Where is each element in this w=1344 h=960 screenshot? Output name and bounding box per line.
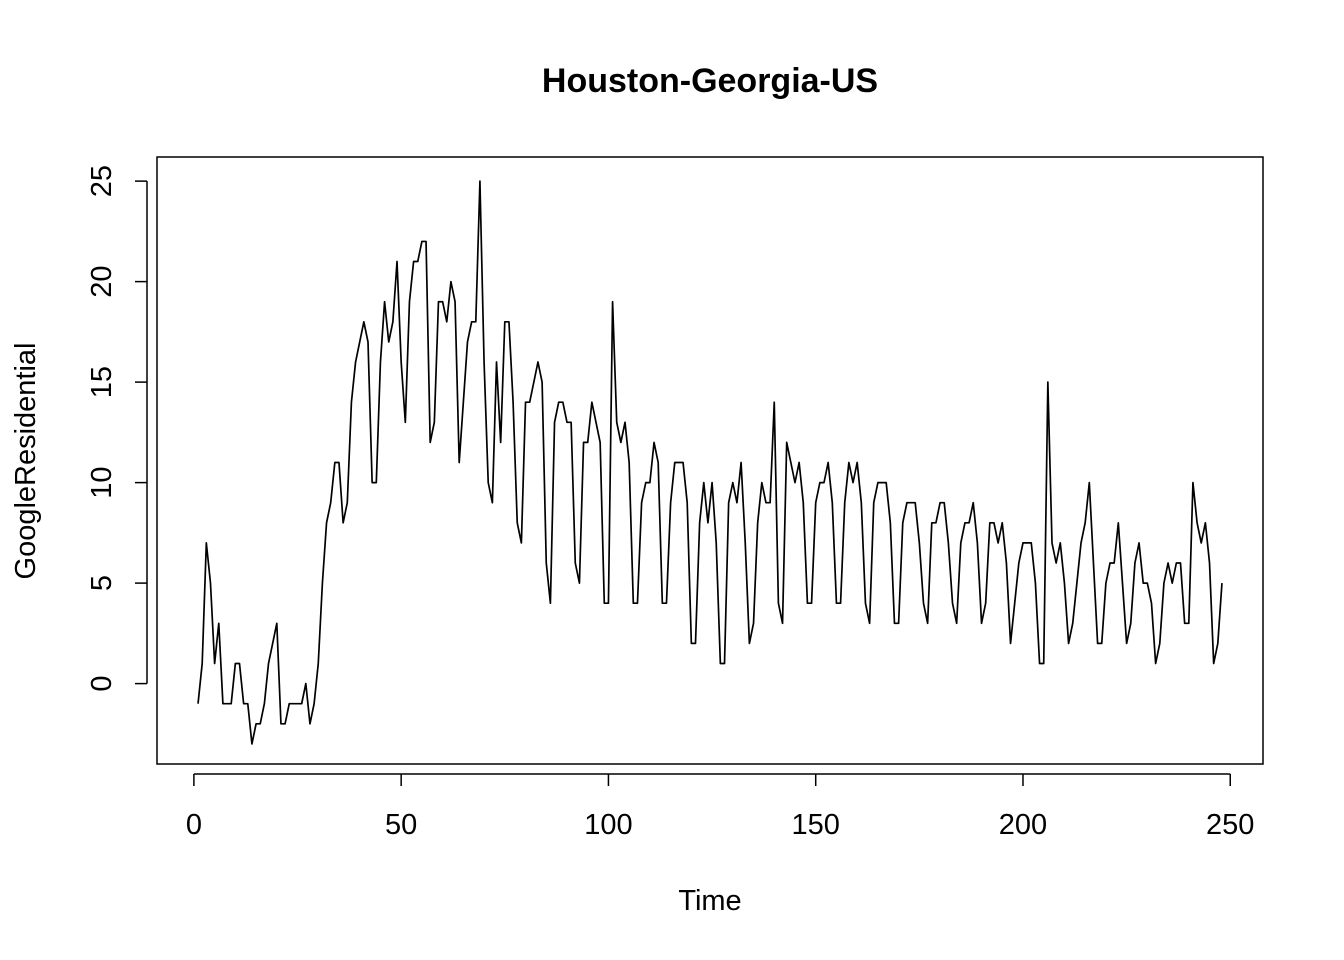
y-tick-label: 10	[86, 466, 118, 498]
y-axis: 0 5 10 15 20 25	[86, 165, 147, 692]
y-tick-label: 25	[86, 165, 118, 197]
x-axis-label: Time	[678, 885, 741, 917]
y-axis-label: GoogleResidential	[10, 343, 42, 580]
y-tick-label: 20	[86, 265, 118, 297]
chart-title: Houston-Georgia-US	[542, 62, 878, 100]
x-tick-label: 50	[385, 809, 417, 841]
y-tick-label: 5	[86, 575, 118, 591]
x-tick-label: 150	[792, 809, 840, 841]
x-tick-label: 200	[999, 809, 1047, 841]
y-tick-label: 15	[86, 366, 118, 398]
x-tick-label: 100	[584, 809, 632, 841]
x-tick-label: 250	[1206, 809, 1254, 841]
plot-frame	[157, 157, 1263, 764]
x-axis: 0 50 100 150 200 250	[186, 774, 1255, 841]
y-tick-label: 0	[86, 676, 118, 692]
series-line	[198, 181, 1222, 744]
x-tick-label: 0	[186, 809, 202, 841]
